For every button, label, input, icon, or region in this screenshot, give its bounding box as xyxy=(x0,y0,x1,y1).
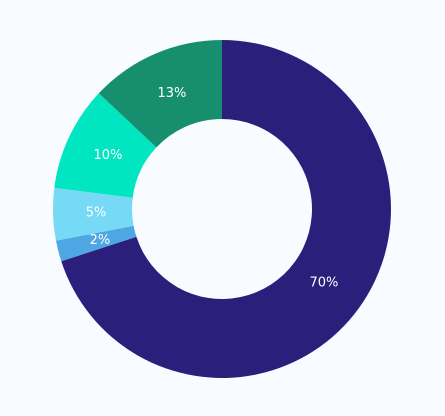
value-label: 2% xyxy=(90,233,111,248)
donut-slice xyxy=(53,187,134,241)
donut-slice xyxy=(61,40,391,378)
donut-slice xyxy=(55,225,137,262)
value-label: 10% xyxy=(94,148,123,163)
donut-slice xyxy=(98,40,222,148)
value-label: 13% xyxy=(158,86,187,101)
value-label: 70% xyxy=(309,276,338,291)
value-label: 5% xyxy=(86,205,107,220)
donut-slice xyxy=(54,93,157,198)
